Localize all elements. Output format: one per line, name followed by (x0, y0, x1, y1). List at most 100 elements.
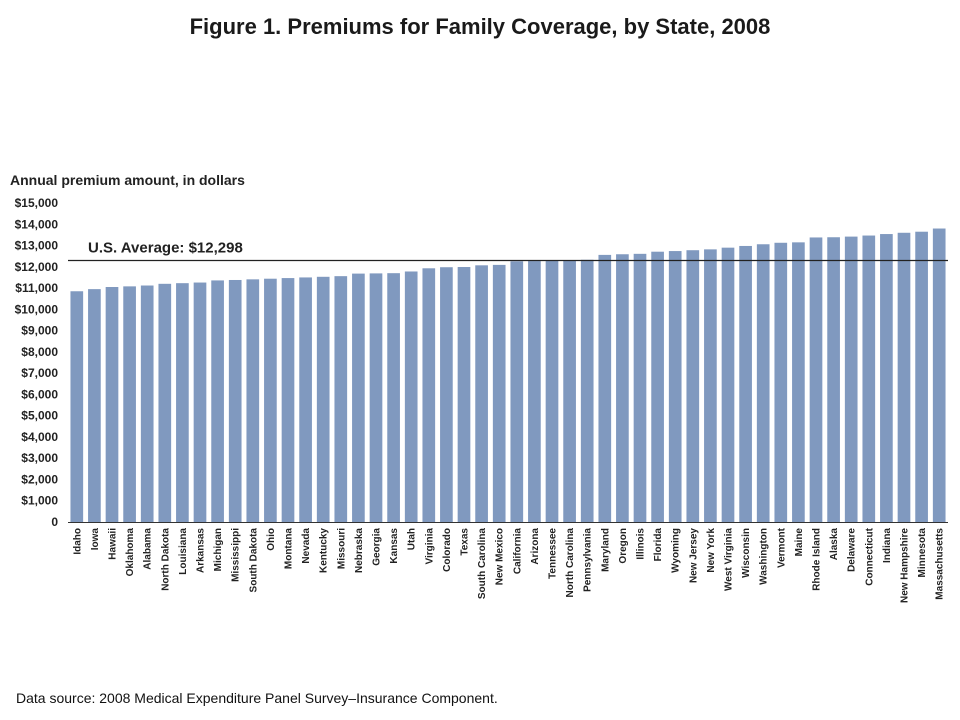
bar (299, 277, 312, 522)
bar (105, 287, 119, 522)
bar (422, 268, 436, 522)
y-tick-label: $11,000 (15, 281, 58, 295)
bar (563, 260, 576, 522)
x-category-label: South Dakota (248, 528, 259, 593)
x-category-label: Florida (653, 528, 664, 562)
y-tick-label: $1,000 (21, 494, 58, 508)
bar (440, 267, 453, 522)
y-tick-label: $13,000 (15, 239, 59, 253)
y-axis-label: Annual premium amount, in dollars (10, 172, 245, 188)
average-label: U.S. Average: $12,298 (88, 239, 243, 256)
x-category-label: Georgia (372, 528, 383, 566)
bar (897, 232, 911, 523)
y-tick-label: $9,000 (21, 324, 58, 338)
bar (633, 253, 647, 522)
bar (616, 254, 629, 522)
x-category-label: North Carolina (565, 528, 576, 598)
x-category-label: Vermont (776, 527, 787, 568)
y-tick-label: $10,000 (15, 302, 59, 316)
x-category-label: Alabama (143, 528, 154, 570)
bar (228, 279, 242, 522)
bar (158, 283, 172, 522)
x-category-label: Utah (407, 528, 418, 550)
x-category-label: New Mexico (495, 528, 506, 585)
x-category-label: Delaware (847, 528, 858, 572)
x-category-label: West Virginia (724, 528, 735, 591)
bar (528, 261, 541, 522)
y-tick-label: $3,000 (21, 451, 58, 465)
x-category-label: Wisconsin (741, 528, 752, 578)
bar (475, 265, 488, 522)
bars-group (70, 228, 946, 523)
bar (193, 282, 207, 522)
bar (932, 228, 946, 522)
x-category-label: Louisiana (178, 528, 189, 575)
x-category-label: Hawaii (108, 528, 119, 560)
bar (176, 283, 189, 522)
bar (264, 278, 277, 522)
bar (281, 278, 295, 522)
x-category-label: Connecticut (864, 527, 875, 585)
bar (492, 264, 506, 522)
bar (387, 273, 400, 522)
bar (211, 280, 224, 522)
x-category-label: Minnesota (917, 528, 928, 578)
y-tick-label: 0 (51, 515, 58, 529)
y-tick-label: $7,000 (21, 366, 58, 380)
bar (827, 237, 840, 523)
bar (334, 276, 348, 522)
y-tick-label: $14,000 (15, 217, 59, 231)
bar (686, 250, 700, 522)
x-category-label: Washington (759, 528, 770, 585)
x-category-label: Maryland (600, 528, 611, 572)
x-category-label: Indiana (882, 528, 893, 563)
y-tick-label: $12,000 (15, 260, 59, 274)
x-category-label: Maine (794, 528, 805, 557)
x-category-label: New Jersey (688, 528, 699, 583)
bar (598, 254, 612, 522)
bar (721, 247, 735, 522)
chart-title: Figure 1. Premiums for Family Coverage, … (189, 14, 771, 39)
x-category-label: Iowa (90, 528, 101, 551)
x-category-label: Colorado (442, 528, 453, 572)
bar (352, 273, 365, 522)
x-category-label: New Hampshire (900, 528, 911, 603)
bar (545, 260, 559, 522)
x-category-label: Texas (460, 528, 471, 556)
x-category-label: Montana (284, 528, 295, 570)
bar (510, 261, 524, 522)
x-category-label: Kansas (389, 528, 400, 564)
x-category-label: Oklahoma (125, 528, 136, 577)
x-category-label: Arizona (530, 528, 541, 565)
x-category-label: Virginia (424, 528, 435, 565)
bar (246, 279, 260, 522)
bar (140, 285, 154, 522)
bar (756, 244, 770, 523)
x-category-label: Nevada (301, 528, 312, 564)
x-category-label: Wyoming (671, 528, 682, 573)
x-category-label: Idaho (72, 528, 83, 555)
x-axis-categories: Idaho Iowa Hawaii Oklahoma Alabama North Dako… (72, 527, 945, 603)
y-tick-label: $4,000 (21, 430, 58, 444)
x-category-label: Kentucky (319, 528, 330, 573)
bar (862, 235, 876, 522)
y-tick-label: $2,000 (21, 472, 58, 486)
x-category-label: Tennessee (548, 528, 559, 579)
bar (70, 291, 84, 522)
x-category-label: Rhode Island (812, 528, 823, 591)
bar (880, 234, 893, 523)
x-category-label: Oregon (618, 528, 629, 564)
bar (316, 276, 330, 522)
x-category-label: Missouri (336, 528, 347, 569)
bar (88, 289, 101, 522)
x-category-label: New York (706, 528, 717, 573)
x-category-label: Mississippi (231, 528, 242, 582)
bar (123, 286, 136, 522)
x-category-label: Arkansas (196, 528, 207, 573)
x-category-label: Pennsylvania (583, 528, 594, 592)
bar (404, 271, 418, 522)
y-tick-label: $15,000 (15, 196, 59, 210)
x-category-label: Michigan (213, 528, 224, 571)
bar (809, 237, 823, 522)
